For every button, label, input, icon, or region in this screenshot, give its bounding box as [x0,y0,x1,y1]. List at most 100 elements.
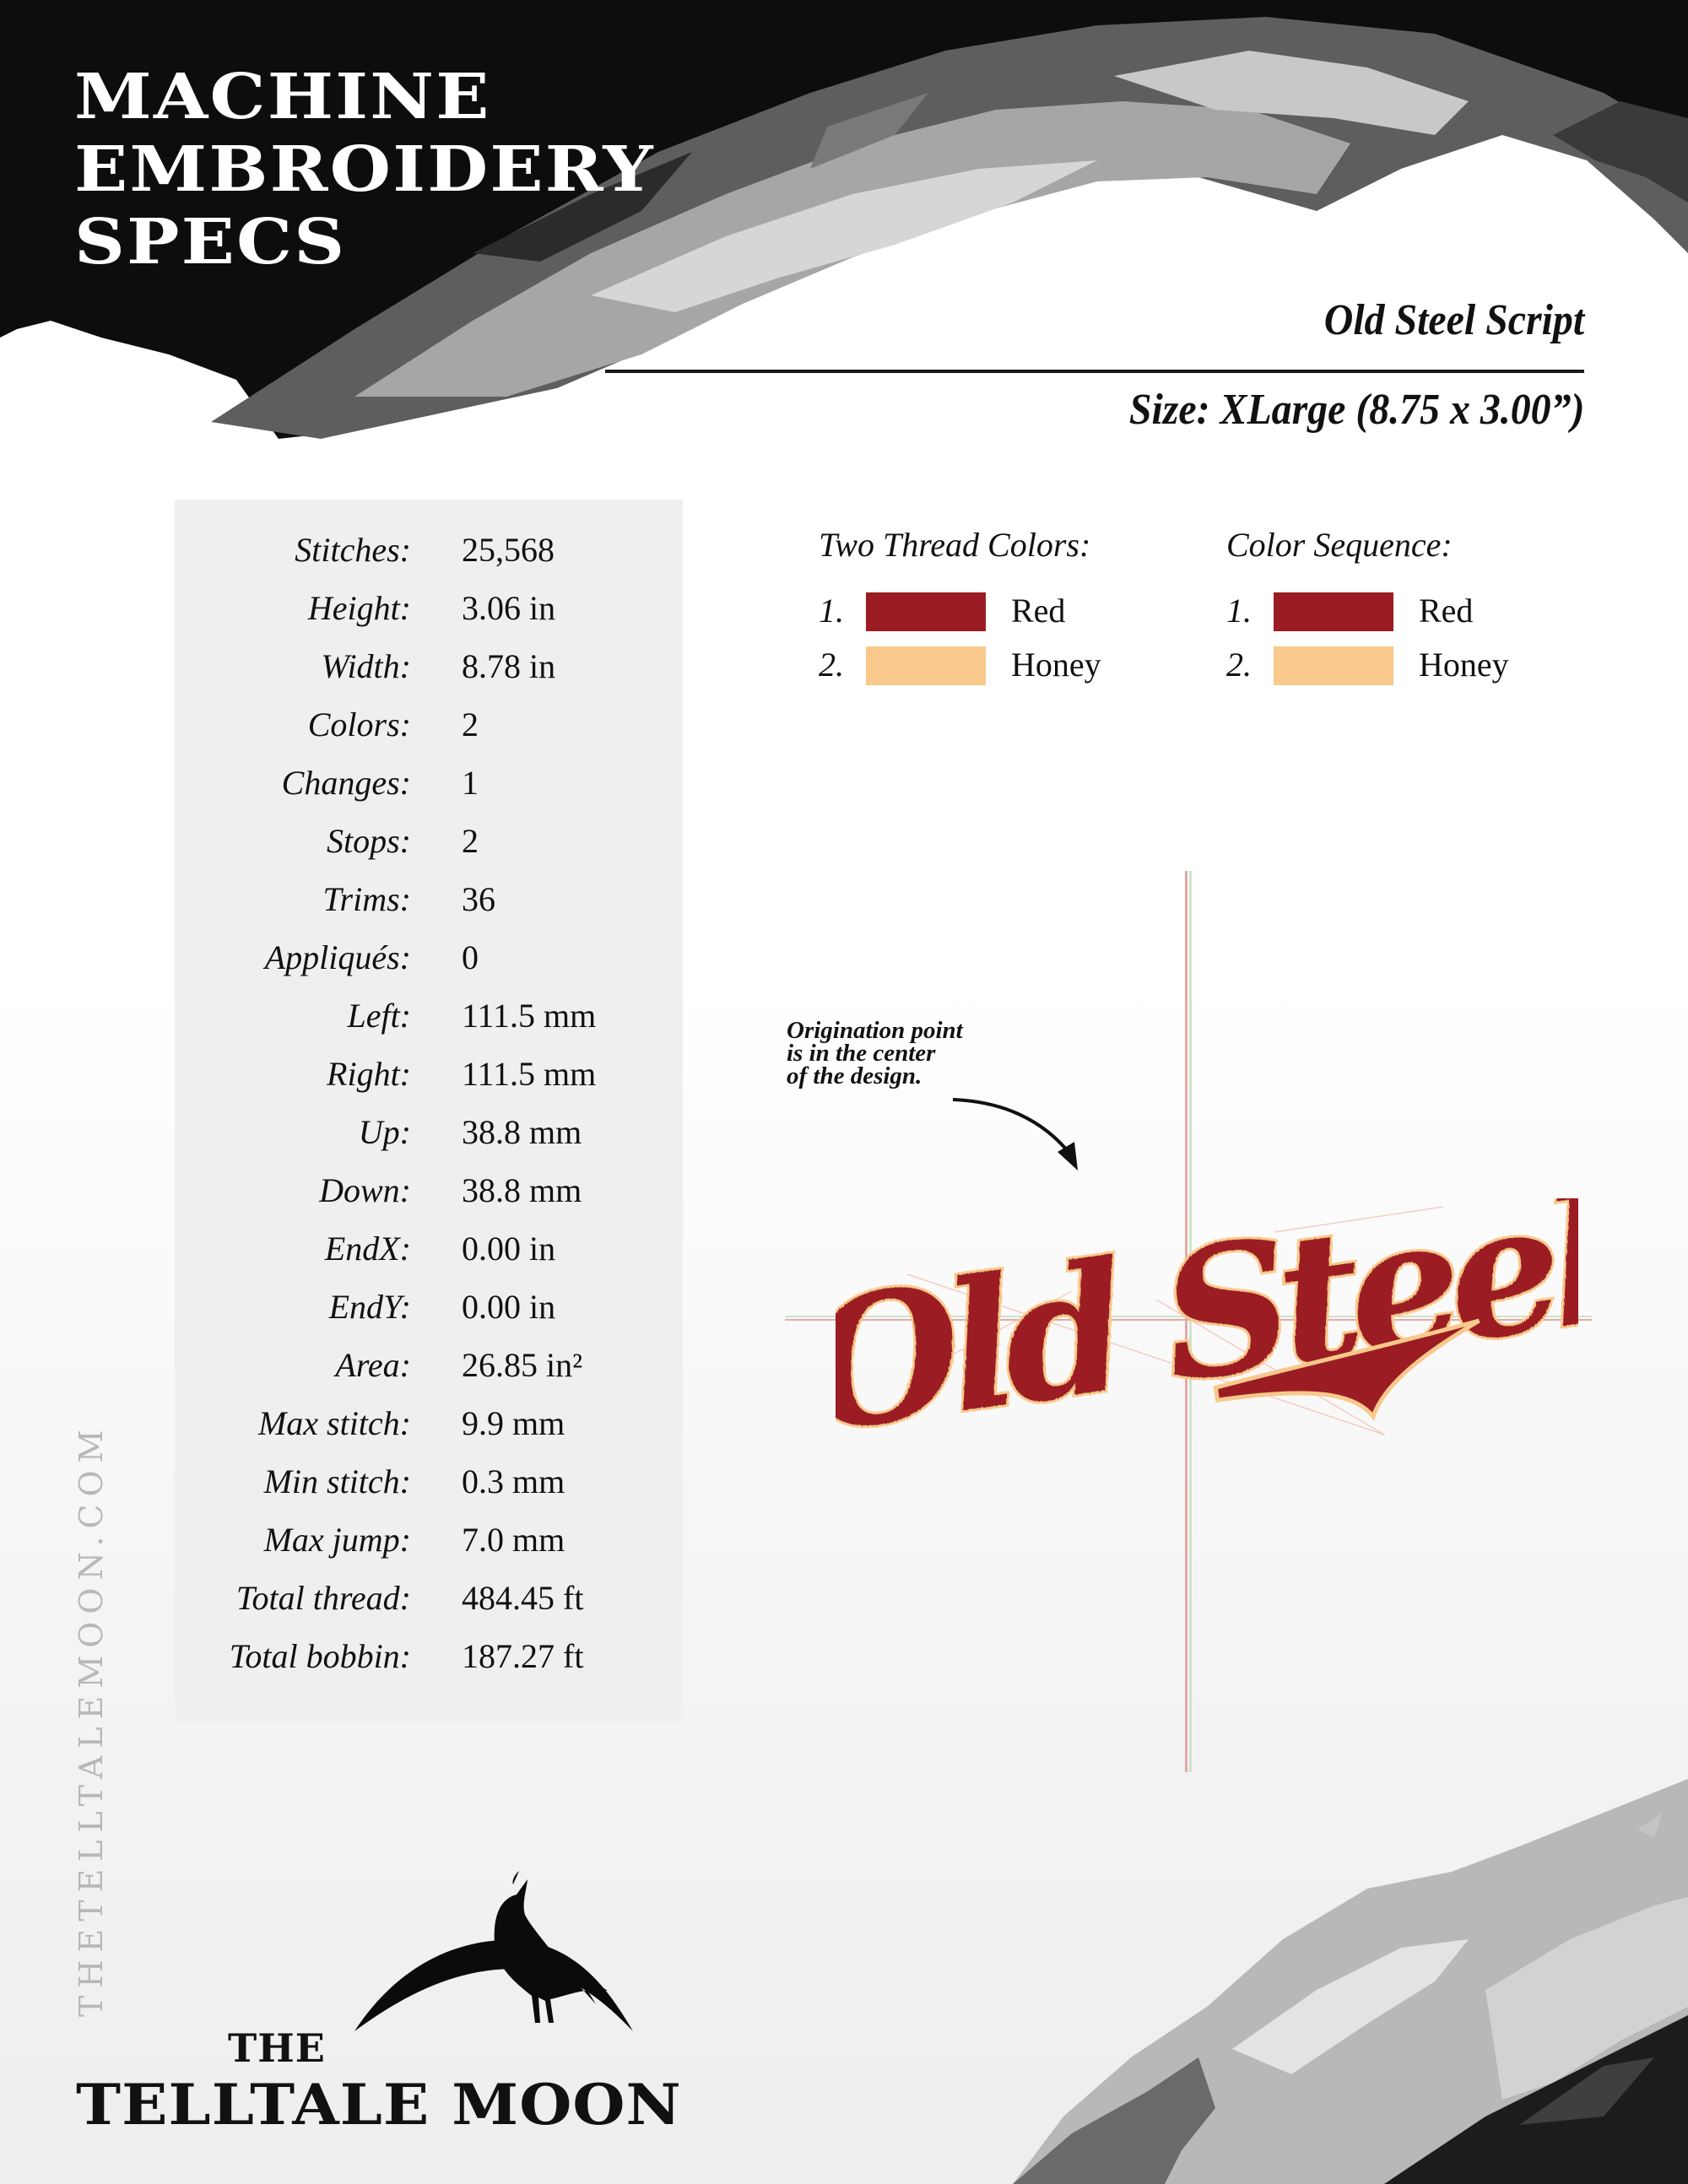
color-swatch-honey [866,646,986,685]
stat-row-changes: Changes: 1 [175,763,683,821]
stat-row-left: Left: 111.5 mm [175,996,683,1054]
stat-value: 0.00 in [462,1288,556,1326]
stat-value: 7.0 mm [462,1521,565,1559]
stat-row-height: Height: 3.06 in [175,588,683,646]
stat-label: Up: [358,1113,411,1151]
stat-value: 9.9 mm [462,1404,565,1442]
heading-divider [605,370,1584,373]
color-name: Honey [1011,646,1101,684]
stat-label: Right: [327,1055,411,1093]
stat-row-area: Area: 26.85 in² [175,1345,683,1403]
design-name: Old Steel Script [1323,296,1584,344]
vertical-crosshair-red [1185,871,1188,1772]
stat-value: 0 [462,938,479,976]
stat-row-stitches: Stitches: 25,568 [175,530,683,588]
stat-value: 1 [462,764,479,802]
stat-label: Down: [319,1171,411,1209]
page-title: MACHINE EMBROIDERY SPECS [74,61,655,278]
stat-value: 2 [462,822,479,860]
stat-value: 8.78 in [462,647,556,685]
stat-row-min-stitch: Min stitch: 0.3 mm [175,1462,683,1520]
stat-row-endx: EndX: 0.00 in [175,1229,683,1287]
stat-value: 0.3 mm [462,1462,565,1500]
color-number: 2. [819,646,844,684]
site-url: THETELLTALEMOON.COM [73,1422,110,2017]
horizontal-crosshair-green [785,1316,1592,1317]
color-name: Red [1011,592,1066,630]
brush-stroke-top-decoration [0,0,1688,439]
title-line-1: MACHINE [74,61,491,133]
color-swatch-honey [1274,646,1393,685]
horizontal-crosshair-red [785,1319,1592,1321]
stat-row-total-thread: Total thread: 484.45 ft [175,1578,683,1636]
svg-text:Old Steel: Old Steel [836,1198,1578,1451]
stat-row-max-stitch: Max stitch: 9.9 mm [175,1403,683,1462]
stat-label: Min stitch: [263,1462,411,1500]
stat-label: Left: [347,997,411,1035]
color-swatch-red [866,592,986,631]
design-size: Size: XLarge (8.75 x 3.00”) [1128,386,1584,434]
stat-row-max-jump: Max jump: 7.0 mm [175,1520,683,1578]
stat-value: 0.00 in [462,1230,556,1268]
logo-the: THE [228,2025,326,2071]
title-line-3: SPECS [74,206,347,278]
stat-label: Stops: [327,822,411,860]
stat-value: 38.8 mm [462,1171,582,1209]
stat-value: 111.5 mm [462,1055,597,1093]
stat-label: Stitches: [295,531,411,569]
stat-value: 2 [462,705,479,743]
curved-arrow-icon [952,1098,1078,1170]
color-sequence-heading: Color Sequence: [1226,526,1453,564]
stat-row-appliques: Appliqués: 0 [175,938,683,996]
note-line: Origination point [787,1017,963,1044]
stat-value: 38.8 mm [462,1113,582,1151]
stat-value: 187.27 ft [462,1637,584,1675]
embroidery-design-preview: Old Steel [836,1198,1578,1451]
color-name: Honey [1419,646,1509,684]
stat-row-endy: EndY: 0.00 in [175,1287,683,1345]
sequence-number: 1. [1226,592,1252,630]
logo-telltale-moon: TELLTALE MOON [76,2072,682,2138]
note-line: is in the center [787,1040,936,1067]
origination-note: Origination point is in the center of th… [787,1017,963,1089]
stat-value: 3.06 in [462,589,556,627]
stat-label: Trims: [322,880,412,918]
stat-label: Total thread: [235,1579,411,1617]
stat-row-total-bobbin: Total bobbin: 187.27 ft [175,1636,683,1695]
stat-label: Area: [335,1346,411,1384]
stat-label: Max stitch: [257,1404,411,1442]
title-line-2: EMBROIDERY [74,133,655,206]
stat-value: 484.45 ft [462,1579,584,1617]
sequence-number: 2. [1226,646,1252,684]
color-sequence-list: Color Sequence: 1. Red 2. Honey [1226,525,1581,694]
stat-label: Max jump: [263,1521,411,1559]
stat-row-trims: Trims: 36 [175,879,683,938]
stat-label: Height: [307,589,411,627]
brush-stroke-bottom-decoration [1013,1779,1688,2184]
raven-on-moon-icon [354,1871,633,2031]
stat-value: 26.85 in² [462,1346,583,1384]
stat-label: Changes: [281,764,411,802]
stat-row-up: Up: 38.8 mm [175,1112,683,1170]
thread-colors-heading: Two Thread Colors: [819,526,1091,564]
stat-row-colors: Colors: 2 [175,705,683,763]
stat-row-down: Down: 38.8 mm [175,1170,683,1229]
stat-label: Appliqués: [264,938,411,976]
stat-label: Width: [321,647,411,685]
stat-row-width: Width: 8.78 in [175,646,683,705]
stat-label: Colors: [307,705,411,743]
stats-panel: Stitches: 25,568 Height: 3.06 in Width: 8.7… [175,500,683,1722]
stat-label: EndY: [328,1288,411,1326]
color-swatch-red [1274,592,1393,631]
thread-colors-list: Two Thread Colors: 1. Red 2. Honey [819,525,1173,694]
stat-value: 25,568 [462,531,555,569]
stat-value: 36 [462,880,495,918]
stat-label: EndX: [324,1230,411,1268]
stat-row-stops: Stops: 2 [175,821,683,879]
stat-value: 111.5 mm [462,997,597,1035]
note-line: of the design. [787,1062,922,1089]
color-number: 1. [819,592,844,630]
color-name: Red [1419,592,1474,630]
stat-row-right: Right: 111.5 mm [175,1054,683,1112]
stat-label: Total bobbin: [229,1637,411,1675]
